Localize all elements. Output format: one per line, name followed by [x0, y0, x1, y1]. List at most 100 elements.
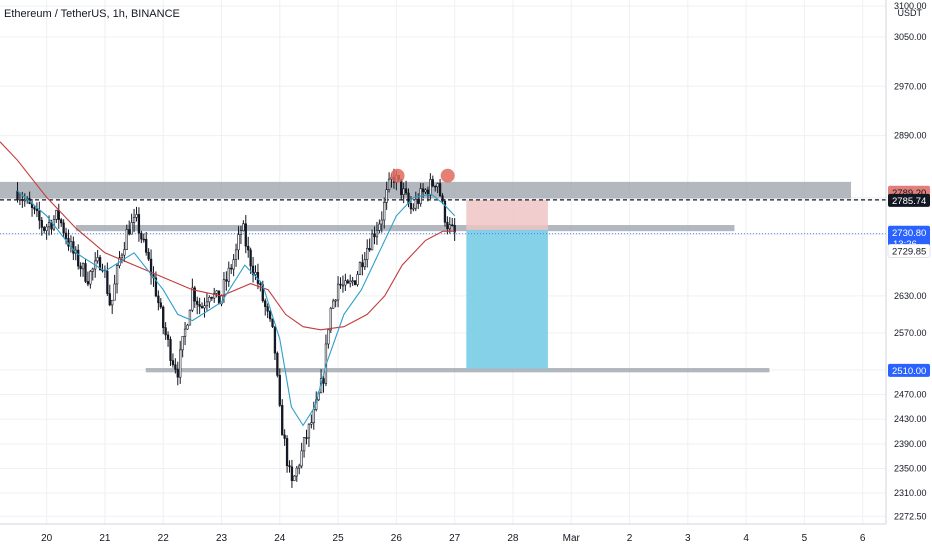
candle-body: [438, 183, 442, 197]
candle-body: [125, 229, 128, 250]
candle-body: [96, 257, 99, 262]
candle-body: [281, 405, 284, 436]
candle-body: [113, 283, 116, 301]
candle-body: [310, 422, 313, 425]
candle-body: [162, 306, 165, 328]
candle-body: [448, 224, 451, 229]
candle-body: [298, 465, 301, 469]
candle-body: [128, 229, 131, 235]
candle-body: [130, 222, 133, 235]
price-badge: [888, 193, 930, 207]
candle-body: [123, 249, 126, 256]
time-tick-label: 2: [627, 533, 633, 544]
candle-body: [351, 280, 354, 283]
candle-body: [215, 290, 218, 294]
candle-body: [210, 296, 213, 299]
ema-fast-line: [17, 190, 456, 427]
candle-body: [385, 189, 388, 203]
candle-body: [332, 300, 335, 309]
zone-support_low: [145, 368, 770, 373]
candle-body: [108, 293, 111, 306]
ema-slow-line: [0, 141, 455, 331]
candle-body: [64, 232, 68, 239]
candle-body: [329, 307, 332, 331]
candle-body: [181, 335, 184, 351]
candle-body: [293, 475, 296, 481]
candle-body: [254, 272, 257, 275]
candle-body: [363, 259, 366, 268]
time-tick-label: 26: [391, 533, 403, 544]
candle-body: [208, 296, 211, 303]
candle-body: [368, 247, 371, 251]
candle-body: [268, 310, 272, 320]
candle-body: [120, 254, 124, 259]
candle-body: [264, 300, 267, 307]
candle-body: [373, 233, 376, 238]
candle-body: [232, 259, 235, 270]
candle-body: [115, 265, 119, 285]
candle-body: [242, 223, 245, 232]
price-badge: [887, 244, 931, 258]
candle-body: [77, 249, 80, 267]
candle-body: [346, 280, 349, 284]
candle-body: [239, 230, 243, 235]
price-tick-label: 2890.00: [894, 131, 927, 141]
zone-support_mid: [75, 225, 735, 232]
candle-body: [234, 249, 238, 260]
peak-marker: [390, 168, 405, 183]
candle-body: [434, 185, 437, 188]
candle-body: [111, 299, 114, 306]
candle-body: [417, 198, 420, 204]
candle-body: [159, 302, 162, 308]
time-tick-label: 21: [99, 533, 111, 544]
candle-body: [205, 301, 209, 307]
candle-body: [247, 245, 250, 251]
price-tick-label: 2630.00: [894, 291, 927, 301]
candle-body: [414, 198, 417, 209]
candle-body: [137, 214, 141, 234]
candle-body: [164, 327, 167, 336]
candle-body: [249, 249, 252, 267]
price-tick-label: 2350.00: [894, 464, 927, 474]
candle-body: [33, 207, 36, 210]
candle-body: [23, 199, 26, 202]
candle-body: [179, 349, 182, 378]
candle-body: [79, 265, 82, 270]
candle-body: [140, 232, 143, 240]
candle-body: [145, 238, 148, 253]
candle-body: [380, 219, 383, 225]
candle-body: [35, 208, 39, 212]
candle-body: [266, 306, 269, 312]
price-badge-label: 2789.20: [892, 188, 926, 199]
candle-body: [191, 287, 194, 311]
candle-body: [288, 465, 291, 468]
time-tick-label: 6: [860, 533, 866, 544]
candle-body: [47, 222, 51, 228]
time-tick-label: 20: [41, 533, 53, 544]
candle-body: [154, 277, 158, 297]
candle-body: [336, 283, 340, 301]
time-tick-label: 5: [802, 533, 808, 544]
price-tick-label: 2272.50: [894, 511, 927, 521]
candle-body: [135, 214, 138, 218]
candle-body: [300, 450, 303, 467]
candle-body: [431, 179, 434, 187]
candle-body: [186, 324, 189, 330]
candle-body: [18, 199, 22, 201]
candle-body: [84, 263, 87, 282]
candle-body: [193, 287, 196, 302]
time-tick-label: 22: [158, 533, 170, 544]
candle-body: [446, 221, 449, 229]
candle-body: [341, 284, 345, 287]
candle-body: [271, 318, 274, 327]
time-tick-label: 3: [685, 533, 691, 544]
price-tick-label: 2390.00: [894, 439, 927, 449]
time-tick-label: 4: [743, 533, 749, 544]
price-tick-label: 2310.00: [894, 488, 927, 498]
candle-body: [43, 227, 46, 231]
candle-body: [387, 178, 391, 190]
candle-body: [244, 223, 247, 247]
candle-body: [441, 195, 444, 202]
